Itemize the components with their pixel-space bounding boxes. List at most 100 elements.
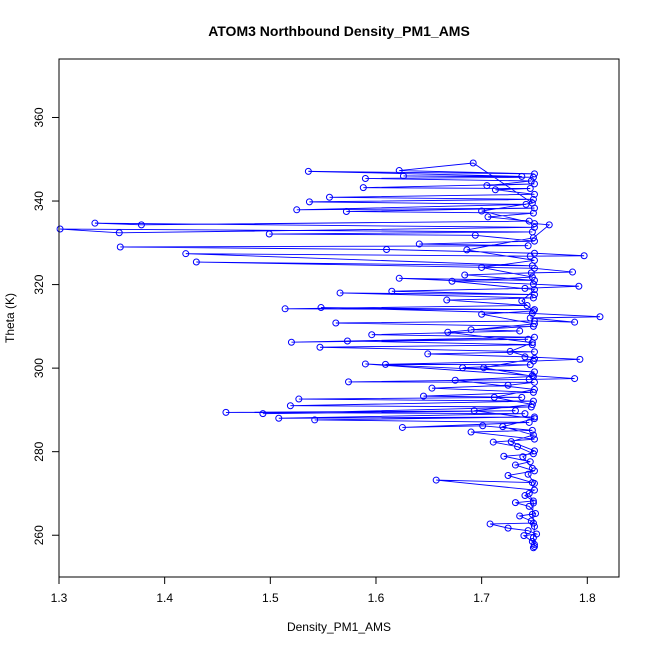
data-point [504,381,512,389]
data-point [529,499,537,507]
data-point [222,408,230,416]
x-tick-label: 1.4 [156,591,173,605]
data-point [529,209,537,217]
data-point [571,375,579,383]
data-point [529,195,537,203]
data-point [317,304,325,312]
data-point [528,273,536,281]
data-point [529,519,537,527]
data-point [530,223,538,231]
data-point [116,243,124,251]
x-tick-label: 1.7 [473,591,490,605]
data-point [361,360,369,368]
data-point [483,182,491,190]
data-point [504,524,512,532]
data-point [530,190,538,198]
data-point [530,220,538,228]
data-point [527,517,535,525]
data-point [461,271,469,279]
data-point [530,237,538,245]
series-line-group [60,162,601,548]
data-point [529,234,537,242]
x-tick-label: 1.5 [262,591,279,605]
data-point [467,428,475,436]
data-point [507,438,515,446]
data-point [342,207,350,215]
data-point [530,435,538,443]
data-point [529,307,537,315]
data-point [415,240,423,248]
data-point [305,198,313,206]
data-point [529,450,537,458]
data-point [529,497,537,505]
data-point [398,423,406,431]
data-point [528,372,536,380]
series-line [60,162,601,548]
data-point [530,415,538,423]
data-point [332,319,340,327]
data-point [137,221,145,229]
data-point [528,464,536,472]
data-point [596,313,604,321]
data-point [569,268,577,276]
data-point [530,385,538,393]
data-point [530,306,538,314]
data-point [530,543,538,550]
data-point [336,289,344,297]
data-point [530,249,538,257]
data-point [115,229,123,237]
data-point [521,492,529,500]
data-point [381,360,389,368]
data-point [443,296,451,304]
data-point [524,470,532,478]
data-point [530,368,538,376]
data-point [511,407,519,415]
data-point [530,286,538,294]
data-point [343,337,351,345]
data-point [516,327,524,335]
data-point [486,520,494,528]
data-point [525,502,533,510]
data-point [359,184,367,192]
data-point [491,186,499,194]
data-point [524,527,532,535]
data-point [420,392,428,400]
data-point [463,246,471,254]
data-point [91,219,99,227]
y-axis-label: Theta (K) [3,293,17,343]
data-point [511,461,519,469]
data-point [478,310,486,318]
data-point [529,372,537,380]
data-point [518,297,526,305]
series-point-group [56,159,604,552]
data-point [529,388,537,396]
data-point [518,393,526,401]
data-point [580,252,588,260]
data-point [528,510,536,518]
data-point [451,376,459,384]
data-point [56,225,64,233]
data-point [293,206,301,214]
data-point [467,326,475,334]
data-point [530,355,538,363]
data-point [500,452,508,460]
data-point [524,242,532,250]
x-tick-label: 1.3 [51,591,68,605]
data-point [325,193,333,201]
data-point [259,410,267,418]
data-point [395,167,403,175]
chart-title: ATOM3 Northbound Density_PM1_AMS [208,23,470,39]
data-point [192,258,200,266]
data-point [471,231,479,239]
data-point [361,174,369,182]
data-point [275,414,283,422]
data-point [428,384,436,392]
data-point [489,438,497,446]
data-point [526,458,534,466]
data-point [528,400,536,408]
data-point [530,256,538,264]
data-point [529,397,537,405]
data-point [519,453,527,461]
